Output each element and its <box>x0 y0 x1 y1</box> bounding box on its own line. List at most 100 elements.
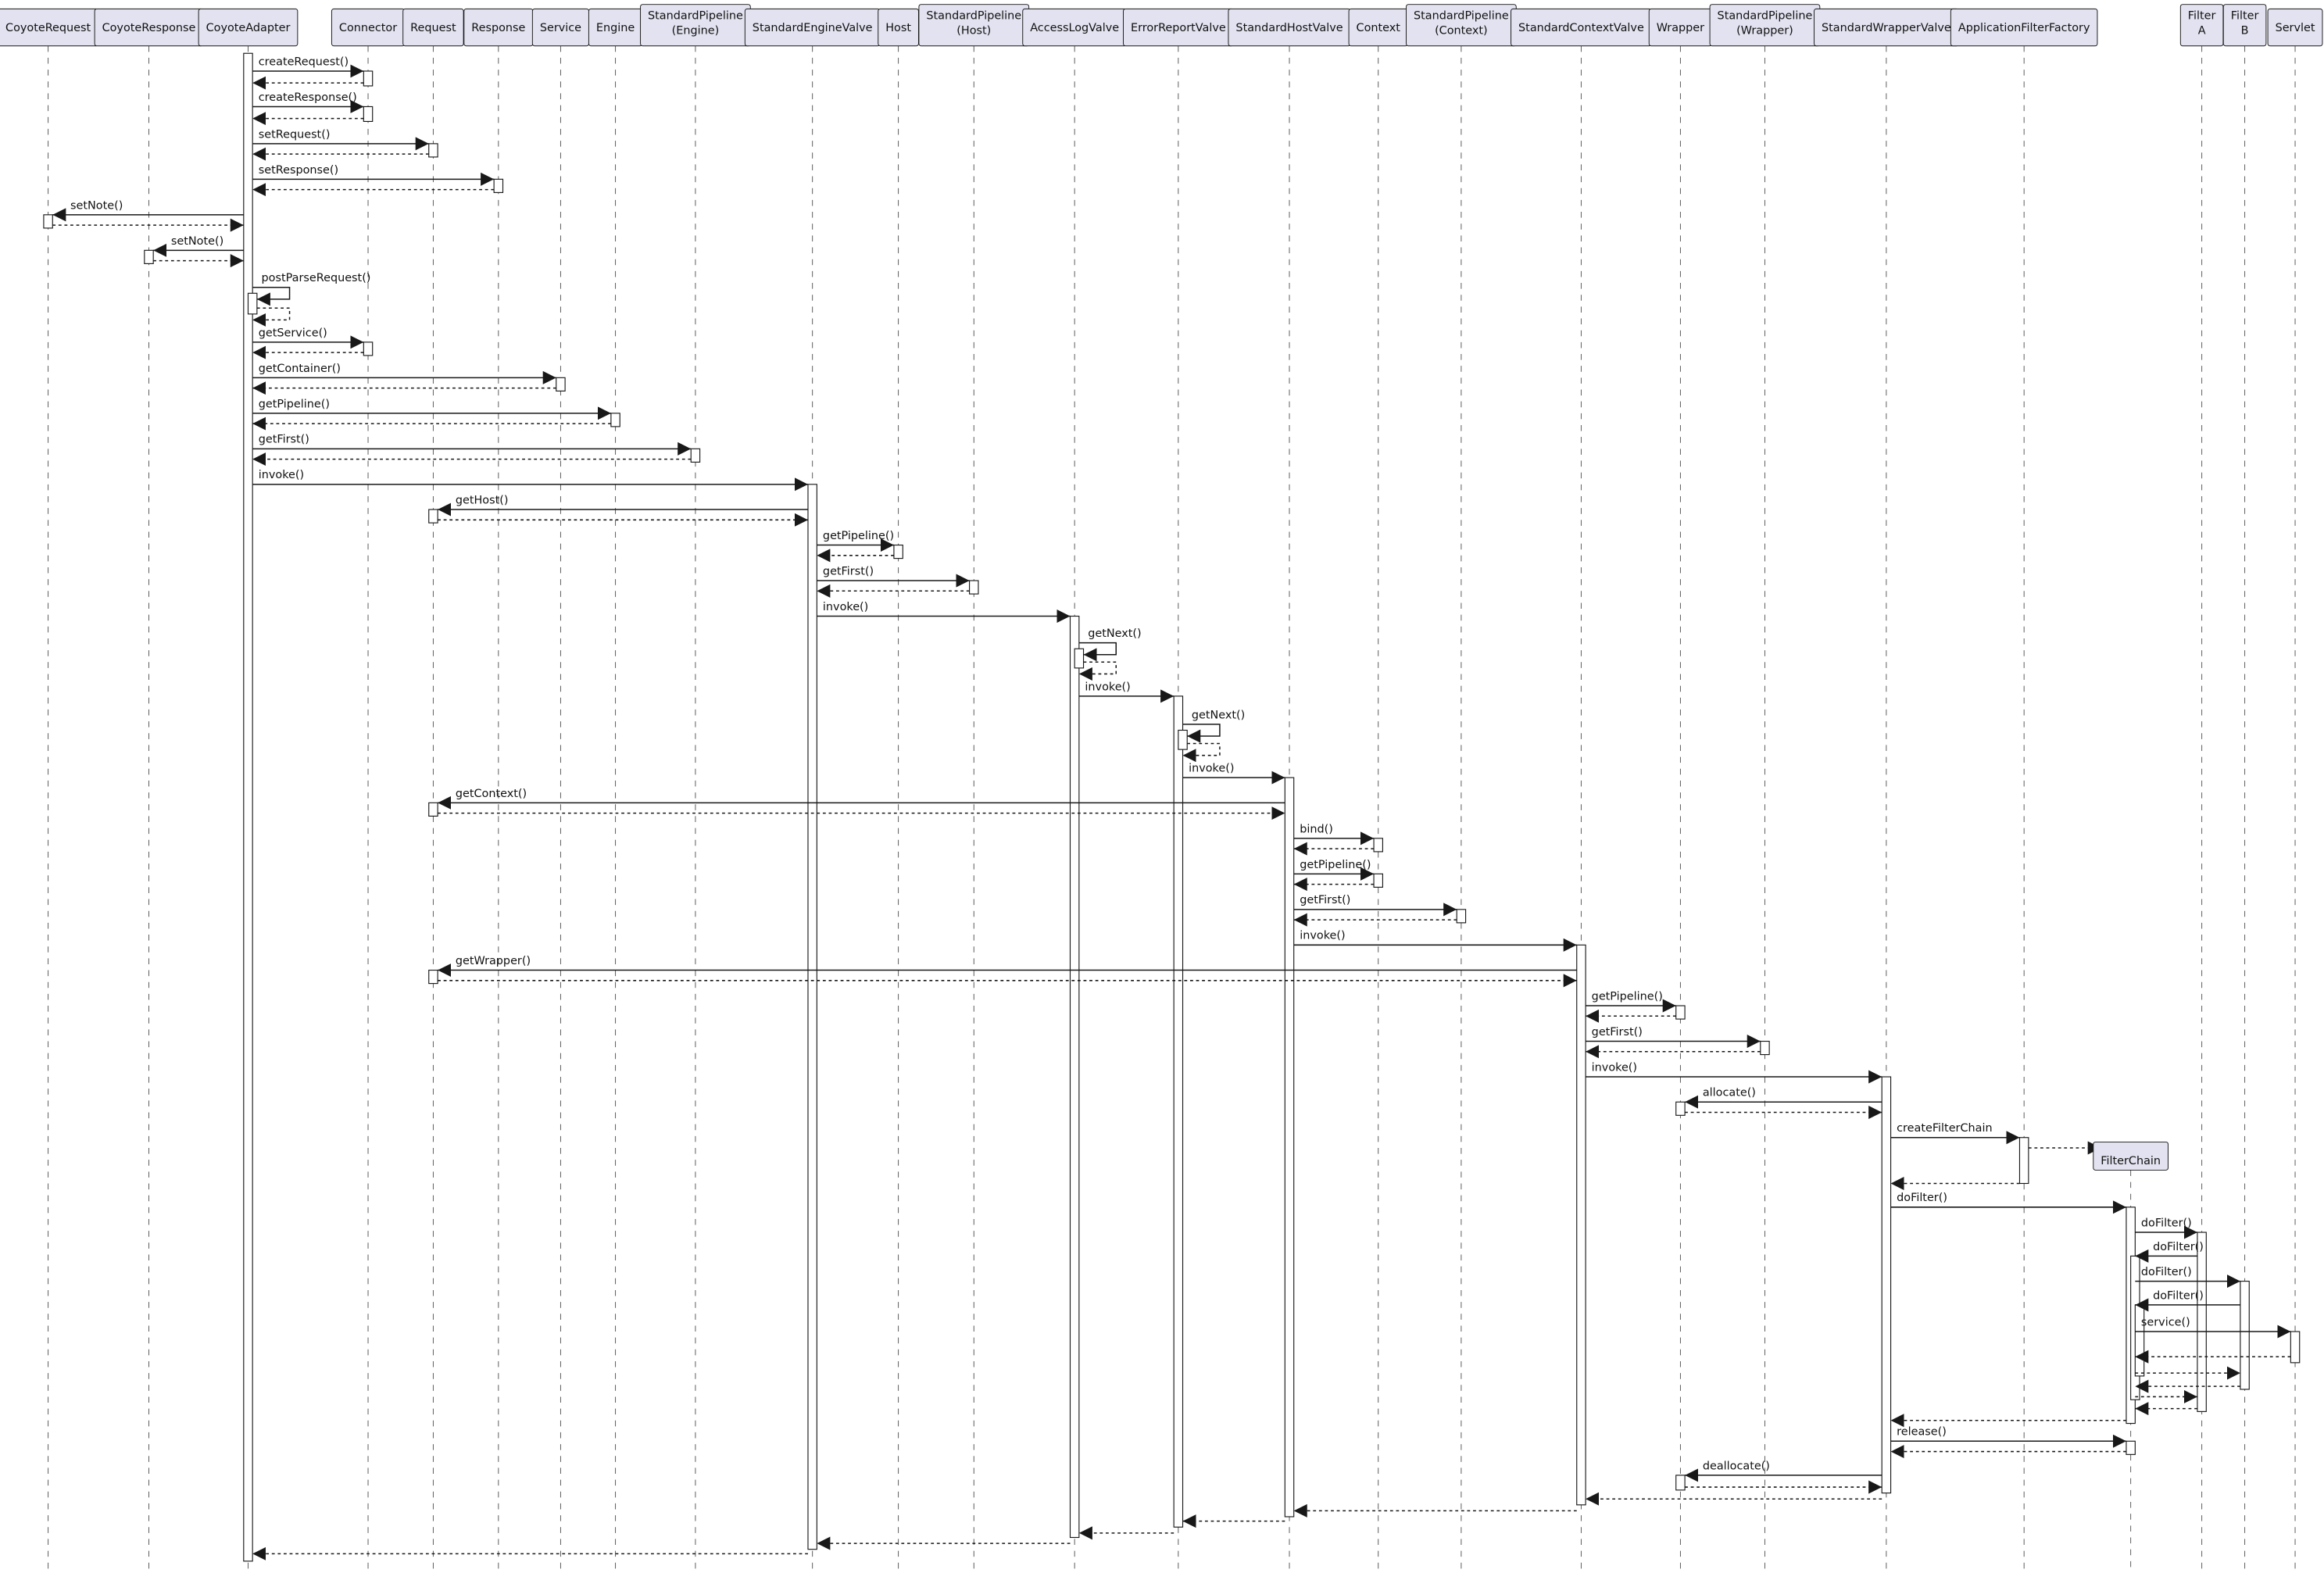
participant-FilterA[interactable]: Filter A <box>2179 4 2224 47</box>
participant-label: AccessLogValve <box>1030 22 1119 34</box>
participant-Servlet[interactable]: Servlet <box>2267 8 2323 47</box>
message-label: invoke() <box>823 601 868 613</box>
message-label: postParseRequest() <box>262 272 371 284</box>
message-service: service() <box>2135 1316 2291 1339</box>
message-label: createRequest() <box>259 55 349 68</box>
message-getnext: getNext() <box>1078 627 1142 681</box>
participant-box <box>2267 8 2323 47</box>
participant-label: StandardPipeline <box>1718 10 1813 23</box>
activation-bar-Servlet <box>2290 1331 2301 1364</box>
message-label: allocate() <box>1703 1087 1756 1099</box>
message-label: service() <box>2141 1316 2190 1328</box>
activation-bar-FilterB <box>2240 1281 2250 1390</box>
participant-CoyoteRequest[interactable]: CoyoteRequest <box>0 8 99 47</box>
participant-label: B <box>2241 25 2249 38</box>
message-label: getFirst() <box>823 565 874 577</box>
participant-label: StandardPipeline <box>1414 10 1509 23</box>
activation-bar-Engine <box>610 413 620 427</box>
participant-StandardEngineValve[interactable]: StandardEngineValve <box>744 8 881 47</box>
participant-label: CoyoteResponse <box>102 22 196 34</box>
message-label: getWrapper() <box>456 955 531 967</box>
message-label: deallocate() <box>1703 1460 1770 1472</box>
message-getpipeline: getPipeline() <box>1586 990 1676 1013</box>
participant-box <box>2093 1141 2168 1171</box>
participant-SPEngine[interactable]: StandardPipeline (Engine) <box>640 4 751 47</box>
participant-SPHost[interactable]: StandardPipeline (Host) <box>918 4 1030 47</box>
message-label: createResponse() <box>259 91 357 104</box>
participant-label: Servlet <box>2276 22 2315 34</box>
participant-AccessLogValve[interactable]: AccessLogValve <box>1022 8 1128 47</box>
activation-bar-StandardWrapperValve <box>1881 1076 1892 1494</box>
participant-StandardWrapperValve[interactable]: StandardWrapperValve <box>1814 8 1959 47</box>
activation-bar-CoyoteAdapter <box>247 292 258 315</box>
message-postparserequest: postParseRequest() <box>252 272 371 327</box>
participant-Response[interactable]: Response <box>463 8 534 47</box>
participant-box <box>1950 8 2098 47</box>
activation-bar-Request <box>428 969 438 985</box>
participant-ApplicationFilterFactory[interactable]: ApplicationFilterFactory <box>1950 8 2098 47</box>
participant-CoyoteResponse[interactable]: CoyoteResponse <box>94 8 204 47</box>
message-setresponse: setResponse() <box>252 164 495 186</box>
participant-FilterChain[interactable]: FilterChain <box>2093 1141 2168 1171</box>
activation-bar-StandardHostValve <box>1284 777 1295 1518</box>
message-label: getService() <box>259 327 327 339</box>
message-label: release() <box>1897 1426 1947 1439</box>
message-label: invoke() <box>1085 681 1130 693</box>
message-label: getFirst() <box>259 434 309 446</box>
participant-StandardContextValve[interactable]: StandardContextValve <box>1511 8 1652 47</box>
activation-bar-ErrorReportValve <box>1178 729 1188 750</box>
participant-Request[interactable]: Request <box>402 8 464 47</box>
participant-FilterB[interactable]: Filter B <box>2222 4 2267 47</box>
message-label: doFilter() <box>2141 1266 2192 1278</box>
activation-bar-StandardContextValve <box>1576 944 1586 1506</box>
activation-bar-Wrapper <box>1675 1101 1686 1116</box>
participant-Wrapper[interactable]: Wrapper <box>1648 8 1713 47</box>
message-setnote: setNote() <box>52 199 244 222</box>
message-label: setNote() <box>171 235 223 248</box>
activation-bar-SPContext <box>1456 909 1467 924</box>
participant-label: Filter <box>2188 10 2216 23</box>
participant-CoyoteAdapter[interactable]: CoyoteAdapter <box>198 8 299 47</box>
activation-bar-AccessLogValve <box>1074 648 1085 669</box>
message-label: getFirst() <box>1592 1026 1643 1039</box>
participant-Service[interactable]: Service <box>531 8 589 47</box>
participant-label: Filter <box>2231 10 2259 23</box>
participant-label: Context <box>1357 22 1401 34</box>
participant-label: Wrapper <box>1657 22 1704 34</box>
participant-Context[interactable]: Context <box>1348 8 1408 47</box>
activation-bar-SPHost <box>969 580 979 595</box>
participant-Engine[interactable]: Engine <box>588 8 643 47</box>
message-label: getContainer() <box>259 363 341 375</box>
participant-label: FilterChain <box>2101 1155 2161 1167</box>
message-label: setNote() <box>70 199 123 212</box>
activation-bar-Request <box>428 143 438 158</box>
participant-label: StandardPipeline <box>926 10 1021 23</box>
activation-bar-FilterChain <box>2126 1440 2136 1455</box>
message-getservice: getService() <box>252 327 364 349</box>
participant-SPContext[interactable]: StandardPipeline (Context) <box>1406 4 1517 47</box>
activation-bar-Context <box>1373 873 1383 888</box>
participant-label: ApplicationFilterFactory <box>1958 22 2090 34</box>
activation-bar-Host <box>893 544 903 559</box>
message-dofilter: doFilter() <box>2135 1266 2240 1289</box>
participant-SPWrapper[interactable]: StandardPipeline (Wrapper) <box>1709 4 1821 47</box>
activation-bar-Connector <box>363 341 374 356</box>
activation-bar-FilterA <box>2197 1232 2207 1412</box>
activation-bar-CoyoteAdapter <box>243 52 253 1562</box>
participant-Host[interactable]: Host <box>878 8 919 47</box>
message-label: invoke() <box>1592 1061 1637 1074</box>
message-invoke: invoke() <box>1182 763 1285 785</box>
participant-StandardHostValve[interactable]: StandardHostValve <box>1228 8 1351 47</box>
message-label: getPipeline() <box>259 398 330 410</box>
participant-ErrorReportValve[interactable]: ErrorReportValve <box>1123 8 1234 47</box>
activation-bar-Context <box>1373 838 1383 853</box>
message-dofilter: doFilter() <box>2135 1289 2240 1312</box>
message-getpipeline: getPipeline() <box>817 530 894 552</box>
participant-box <box>198 8 299 47</box>
participant-Connector[interactable]: Connector <box>331 8 406 47</box>
activation-bar-Service <box>556 377 566 391</box>
message-dofilter: doFilter() <box>1890 1192 2126 1214</box>
participant-label: StandardWrapperValve <box>1822 22 1951 34</box>
participant-label: Service <box>540 22 581 34</box>
